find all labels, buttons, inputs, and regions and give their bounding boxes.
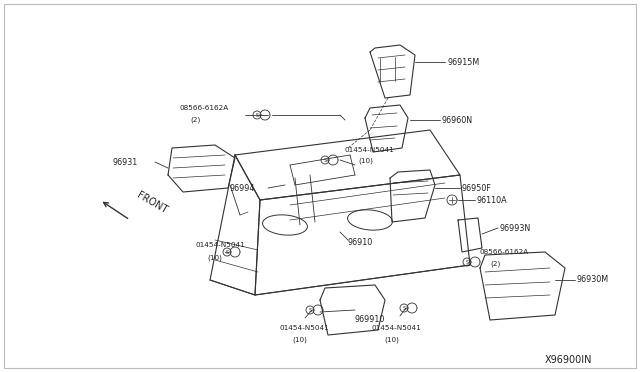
Text: 96993N: 96993N [500, 224, 531, 232]
Text: 01454-N5041: 01454-N5041 [345, 147, 395, 153]
Text: (10): (10) [292, 337, 307, 343]
Text: 96960N: 96960N [442, 115, 473, 125]
Text: S: S [225, 250, 228, 254]
Text: 01454-N5041: 01454-N5041 [372, 325, 422, 331]
Text: S: S [255, 112, 259, 118]
Text: 96910: 96910 [348, 237, 373, 247]
Text: 96994: 96994 [230, 183, 255, 192]
Text: 96950F: 96950F [462, 183, 492, 192]
Text: 96931: 96931 [113, 157, 138, 167]
Text: 08566-6162A: 08566-6162A [480, 249, 529, 255]
Text: 01454-N5041: 01454-N5041 [195, 242, 244, 248]
Text: 96915M: 96915M [448, 58, 480, 67]
Text: S: S [465, 260, 468, 264]
Text: 01454-N5041: 01454-N5041 [280, 325, 330, 331]
Text: (2): (2) [190, 117, 200, 123]
Text: S: S [403, 305, 406, 311]
Text: 96930M: 96930M [577, 276, 609, 285]
Text: FRONT: FRONT [135, 190, 169, 215]
Text: S: S [323, 157, 326, 163]
Text: 96110A: 96110A [477, 196, 508, 205]
Text: (2): (2) [490, 261, 500, 267]
Text: (10): (10) [384, 337, 399, 343]
Text: 08566-6162A: 08566-6162A [180, 105, 229, 111]
Text: (10): (10) [207, 255, 222, 261]
Text: S: S [308, 308, 312, 312]
Text: (10): (10) [358, 158, 373, 164]
Text: X96900IN: X96900IN [545, 355, 593, 365]
Text: 969910: 969910 [355, 315, 385, 324]
